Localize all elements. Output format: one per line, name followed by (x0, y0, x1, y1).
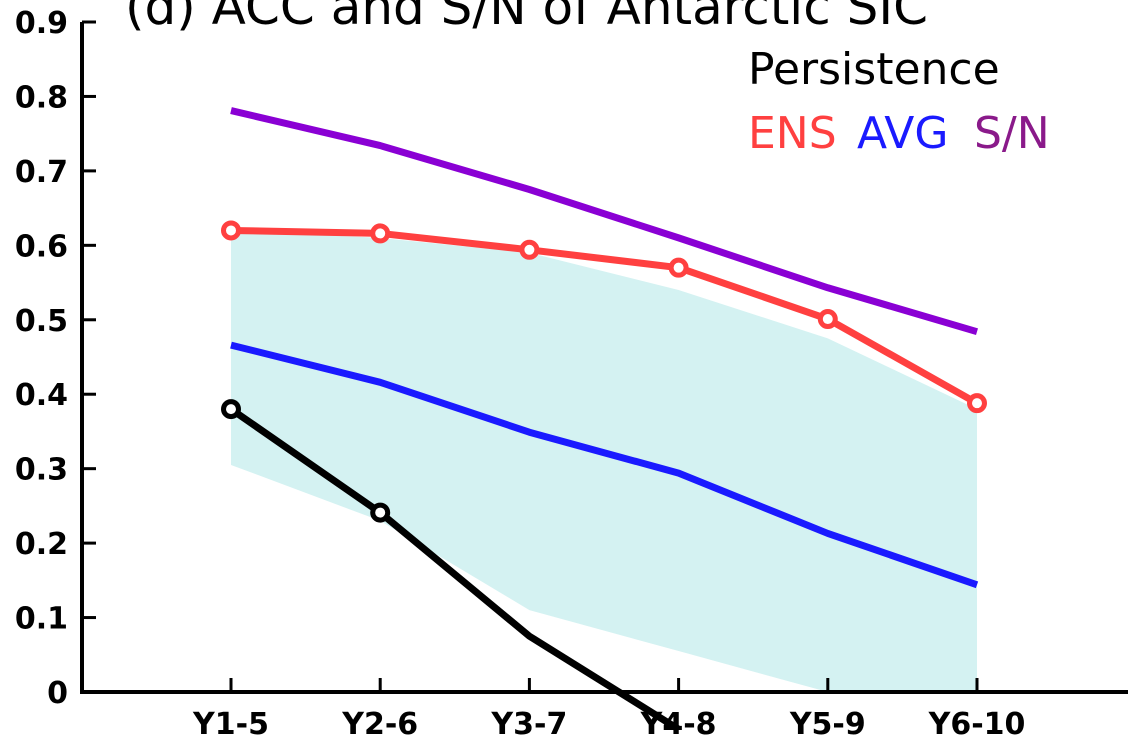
series-line-ens (230, 226, 979, 407)
y-tick-label: 0.2 (15, 527, 68, 562)
point-persistence-0 (221, 399, 241, 420)
y-tick-label: 0 (47, 676, 68, 711)
y-tick-label: 0.6 (15, 229, 68, 264)
legend-heading: Persistence (748, 44, 1000, 95)
axes-layer: 0 0.1 0.2 0.3 0.4 0.5 0.6 0.7 0.8 0.9 Y1-5 Y2-6 Y3-7… (15, 6, 1128, 742)
x-tick-label: Y3-7 (490, 707, 567, 742)
y-tick-label: 0.1 (15, 602, 68, 637)
point-ens-4 (817, 309, 838, 330)
series-line-avg (230, 341, 979, 589)
ci-band-layer (231, 230, 977, 692)
legend-entry-sn: S/N (974, 108, 1050, 159)
legend: Persistence ENS AVG S/N (748, 44, 1050, 159)
chart-title: (d) ACC and S/N of Antarctic SIC (125, 0, 928, 36)
point-ens-3 (668, 257, 689, 278)
y-tick-label: 0.5 (15, 304, 68, 339)
point-ens-1 (370, 223, 391, 244)
legend-entry-avg: AVG (857, 108, 948, 159)
y-tick-label: 0.3 (15, 453, 68, 488)
y-tick-label: 0.4 (15, 378, 68, 413)
y-tick-label: 0.7 (15, 155, 68, 190)
x-tick-label: Y1-5 (192, 707, 269, 742)
point-ens-0 (221, 220, 241, 241)
y-tick-label: 0.9 (15, 6, 68, 41)
y-tick-label: 0.8 (15, 80, 68, 115)
series-layer (221, 107, 987, 733)
ci-band (231, 230, 977, 692)
legend-entry-ens: ENS (748, 108, 837, 159)
x-tick-label: Y5-9 (789, 707, 866, 742)
point-persistence-1 (370, 502, 391, 523)
x-tick-label: Y2-6 (341, 707, 418, 742)
point-ens-2 (519, 239, 540, 260)
series-line-s-n (230, 107, 978, 336)
series-line-persistence (229, 406, 681, 733)
point-ens-5 (967, 393, 987, 414)
x-tick-label: Y6-10 (928, 707, 1026, 742)
x-tick-label: Y4-8 (640, 707, 717, 742)
